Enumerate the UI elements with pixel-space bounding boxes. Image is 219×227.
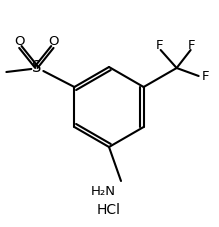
Text: HCl: HCl bbox=[97, 202, 121, 216]
Text: H₂N: H₂N bbox=[90, 185, 115, 198]
Text: O: O bbox=[48, 34, 59, 47]
Text: F: F bbox=[156, 38, 163, 51]
Text: O: O bbox=[14, 34, 25, 47]
Text: F: F bbox=[188, 38, 195, 51]
Text: S: S bbox=[32, 60, 41, 75]
Text: F: F bbox=[202, 70, 209, 83]
